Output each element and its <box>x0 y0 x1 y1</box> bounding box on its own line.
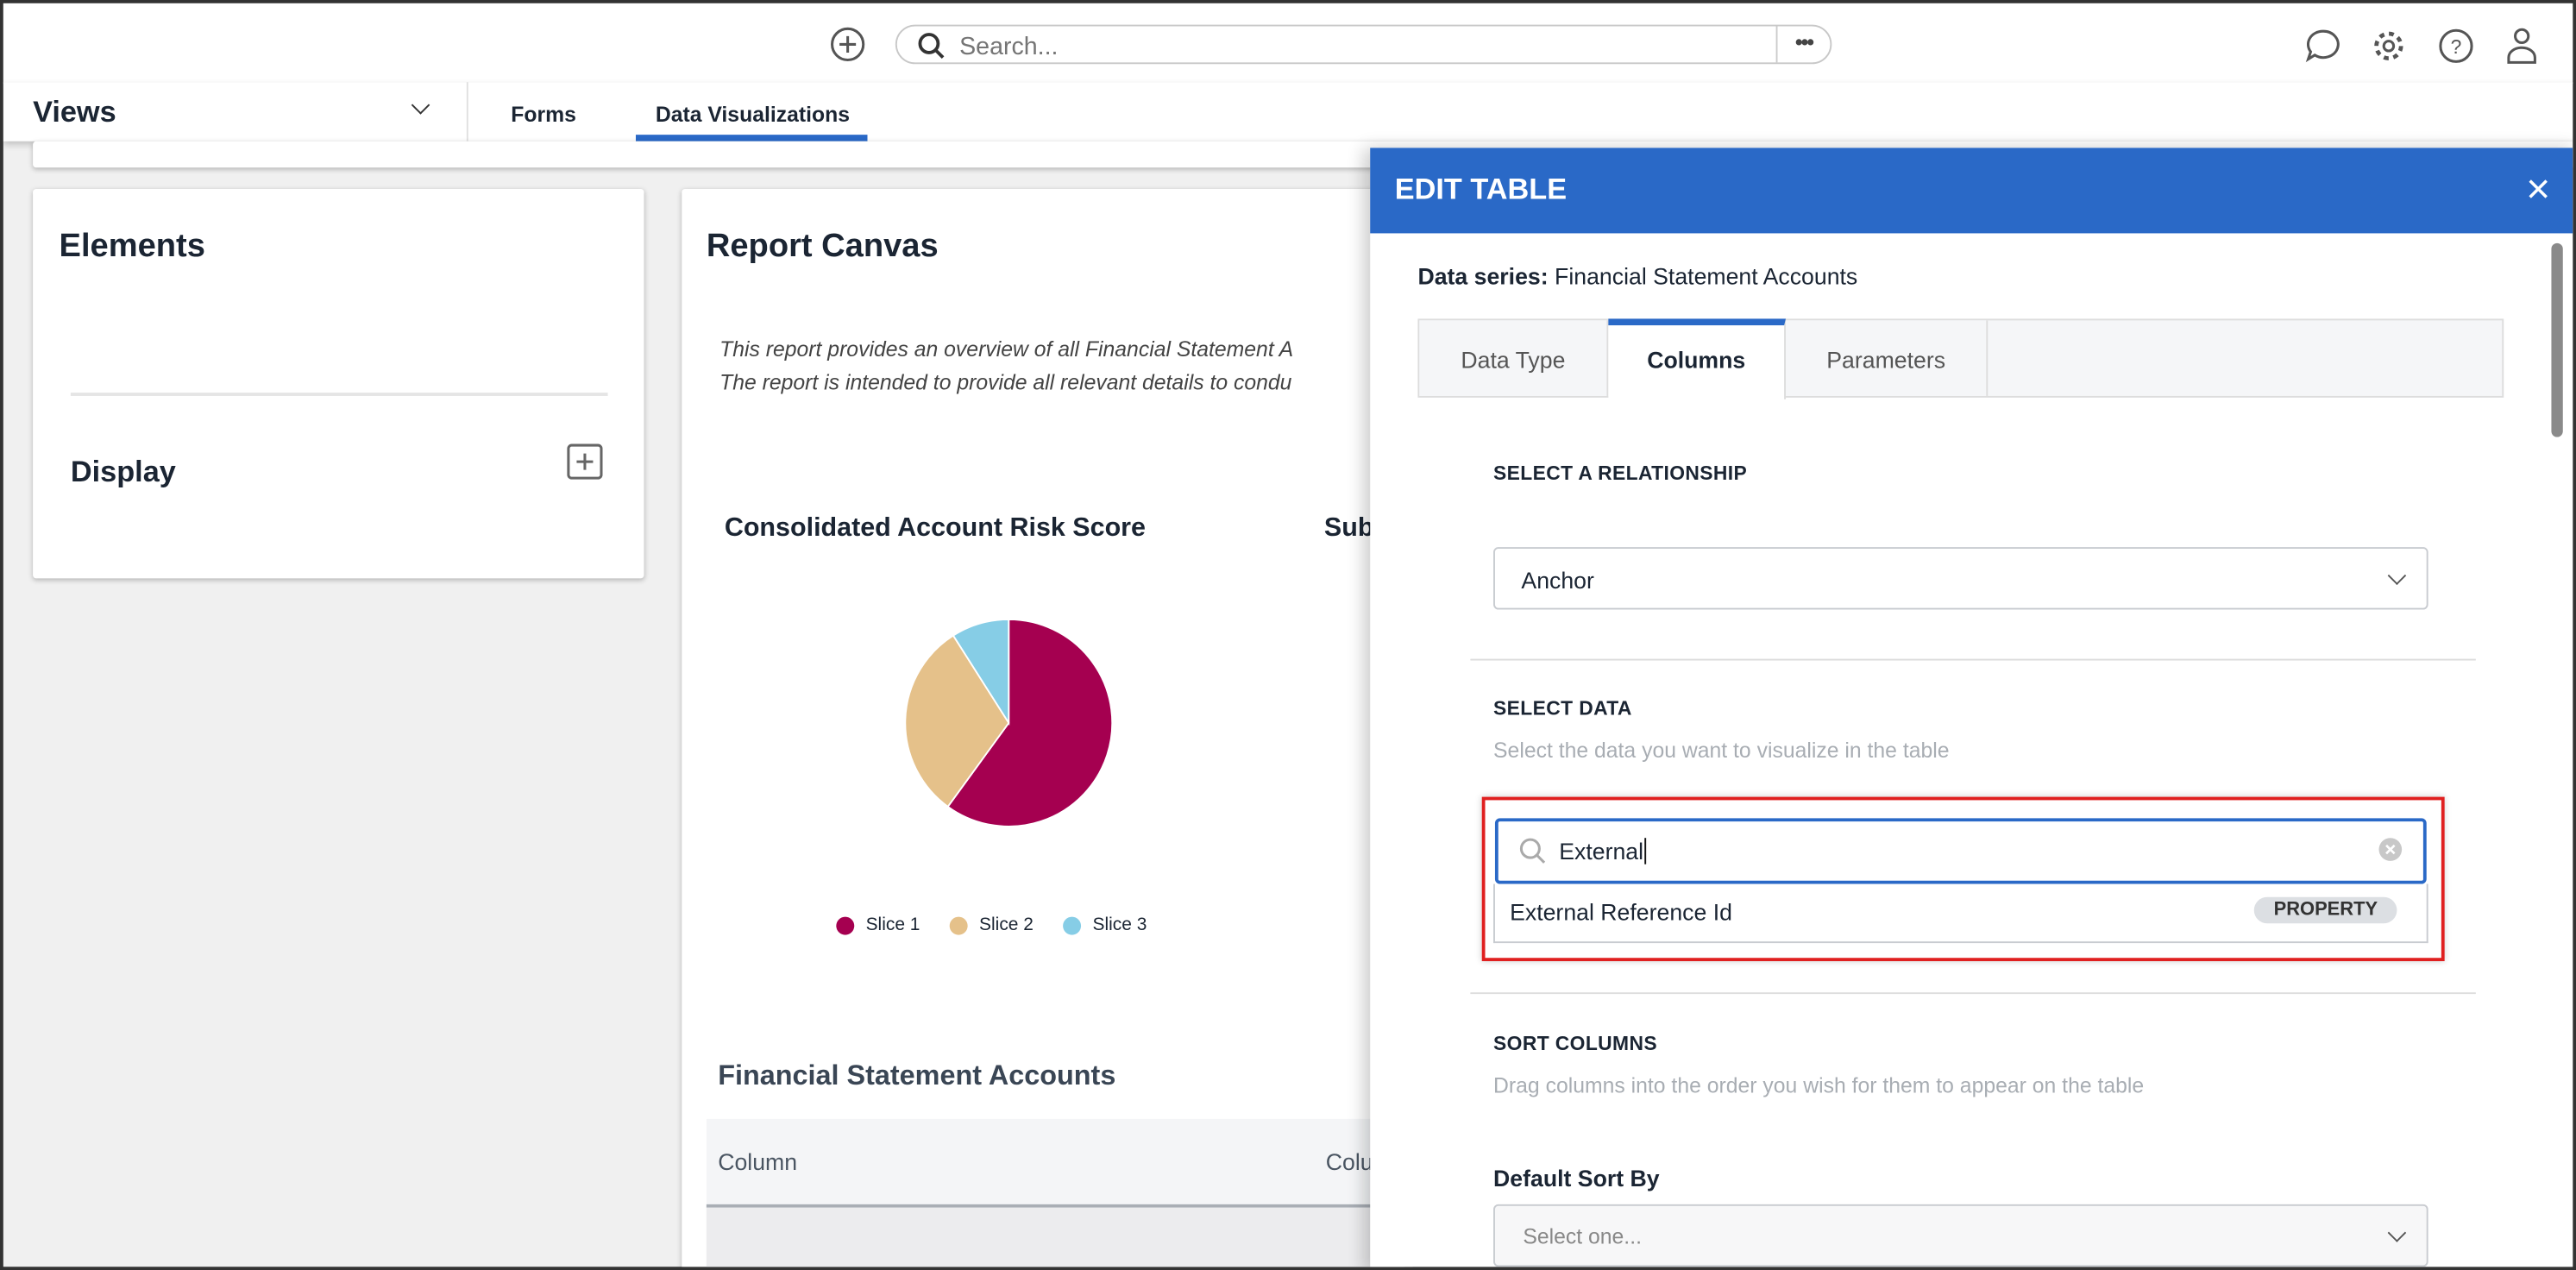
global-search[interactable]: ••• <box>895 24 1832 65</box>
description-line: The report is intended to provide all re… <box>719 369 1292 395</box>
divider <box>466 82 468 141</box>
edit-table-panel: EDIT TABLE Data series: Financial Statem… <box>1370 148 2573 1267</box>
search-result-item[interactable]: External Reference Id PROPERTY <box>1493 883 2428 944</box>
tab-data-type[interactable]: Data Type <box>1419 320 1609 396</box>
search-input[interactable] <box>956 31 1752 63</box>
relationship-value: Anchor <box>1521 566 1594 594</box>
legend-label: Slice 3 <box>1092 915 1147 935</box>
chevron-down-icon[interactable] <box>411 96 430 115</box>
elements-title: Elements <box>59 228 205 265</box>
data-search-field[interactable]: External <box>1494 818 2427 884</box>
report-canvas-title: Report Canvas <box>706 228 939 265</box>
elements-card: Elements Display <box>33 188 644 579</box>
chart-title: Consolidated Account Risk Score <box>724 514 1146 543</box>
relationship-select[interactable]: Anchor <box>1493 547 2428 610</box>
result-label: External Reference Id <box>1510 898 1732 926</box>
search-icon <box>918 33 945 59</box>
sort-columns-hint: Drag columns into the order you wish for… <box>1493 1072 2145 1098</box>
legend-label: Slice 2 <box>979 915 1034 935</box>
chevron-down-icon <box>2387 1223 2407 1242</box>
display-label: Display <box>70 455 176 488</box>
nav-bar: Views Forms Data Visualizations <box>3 82 2573 141</box>
pie-slice-1[interactable] <box>946 618 1114 827</box>
legend-item[interactable]: Slice 1 <box>836 915 920 935</box>
report-description: This report provides an overview of all … <box>719 334 1293 399</box>
search-icon <box>1519 838 1546 864</box>
table-header: Column Colu <box>706 1118 1413 1208</box>
column-header[interactable]: Colu <box>1325 1148 1373 1175</box>
tab-forms[interactable]: Forms <box>511 102 576 127</box>
scrollbar[interactable] <box>2551 242 2563 437</box>
report-canvas-card: Report Canvas This report provides an ov… <box>682 188 1413 1267</box>
divider <box>1470 658 2476 661</box>
search-options-button[interactable]: ••• <box>1775 26 1831 63</box>
legend-item[interactable]: Slice 3 <box>1063 915 1147 935</box>
divider <box>70 393 608 396</box>
clear-icon[interactable] <box>2378 836 2403 862</box>
relationship-label: SELECT A RELATIONSHIP <box>1493 462 1748 485</box>
highlight-box <box>1481 796 2445 962</box>
chevron-down-icon <box>2387 566 2407 586</box>
column-header[interactable]: Column <box>718 1148 798 1175</box>
add-square-icon[interactable] <box>567 443 603 480</box>
pie-slice-2[interactable] <box>904 634 1010 808</box>
chat-icon[interactable] <box>2303 28 2343 64</box>
property-badge: PROPERTY <box>2253 896 2397 924</box>
divider <box>1470 992 2476 995</box>
views-dropdown-label[interactable]: Views <box>33 95 116 129</box>
data-series-value: Financial Statement Accounts <box>1555 262 1858 290</box>
data-search-input[interactable]: External <box>1559 838 1647 864</box>
legend-swatch <box>836 915 855 934</box>
svg-text:?: ? <box>2451 35 2462 58</box>
panel-title: EDIT TABLE <box>1394 172 1568 206</box>
pie-slice-3[interactable] <box>952 618 1010 726</box>
table-title: Financial Statement Accounts <box>718 1059 1116 1091</box>
close-icon[interactable] <box>2527 178 2550 201</box>
tab-data-visualizations[interactable]: Data Visualizations <box>655 102 851 127</box>
gear-icon[interactable] <box>2371 28 2407 64</box>
tab-columns[interactable]: Columns <box>1608 318 1787 399</box>
active-tab-indicator <box>635 135 868 141</box>
add-circle-icon[interactable] <box>830 26 866 62</box>
legend-item[interactable]: Slice 2 <box>949 915 1034 935</box>
user-icon[interactable] <box>2504 26 2540 66</box>
description-line: This report provides an overview of all … <box>719 336 1294 362</box>
default-sort-placeholder: Select one... <box>1523 1223 1642 1249</box>
pie-chart <box>904 618 1114 827</box>
panel-tabs: Data Type Columns Parameters <box>1417 318 2504 399</box>
select-data-hint: Select the data you want to visualize in… <box>1493 738 1950 763</box>
select-data-label: SELECT DATA <box>1493 696 1632 720</box>
default-sort-select[interactable]: Select one... <box>1493 1204 2428 1267</box>
legend-swatch <box>949 915 968 934</box>
chart-legend: Slice 1 Slice 2 Slice 3 <box>836 915 1147 935</box>
data-series-label: Data series: <box>1417 262 1549 290</box>
table-row <box>706 1207 1413 1267</box>
data-series: Data series: Financial Statement Account… <box>1417 263 1857 289</box>
legend-label: Slice 1 <box>865 915 920 935</box>
default-sort-label: Default Sort By <box>1493 1165 1660 1191</box>
panel-header: EDIT TABLE <box>1370 148 2573 234</box>
tab-parameters[interactable]: Parameters <box>1786 320 1989 396</box>
top-bar: ••• ? <box>3 3 2573 85</box>
chart2-title: Sub <box>1323 514 1374 543</box>
sort-columns-label: SORT COLUMNS <box>1493 1031 1657 1055</box>
help-icon[interactable]: ? <box>2438 28 2474 64</box>
legend-swatch <box>1063 915 1082 934</box>
